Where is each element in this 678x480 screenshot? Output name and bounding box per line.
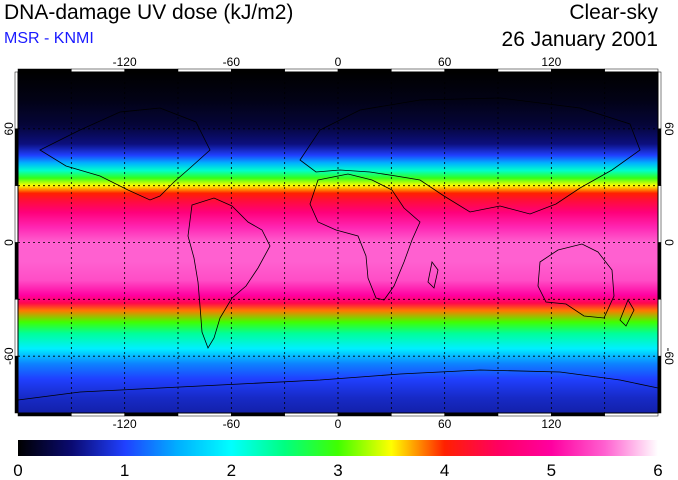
coastline-new-zealand — [619, 299, 635, 327]
lon-tick-label-top: 60 — [438, 55, 452, 69]
lat-tick-label-right: 0 — [662, 239, 676, 246]
color-scale-tick-label: 0 — [13, 461, 22, 480]
coastline-north-america — [39, 107, 211, 201]
lon-tick-label-bottom: -120 — [113, 417, 137, 431]
lat-tick-label-right: -60 — [662, 347, 676, 365]
map-title: DNA-damage UV dose (kJ/m2) — [4, 1, 294, 24]
lon-tick-label-bottom: 0 — [335, 417, 342, 431]
lon-tick-label-top: -60 — [223, 55, 241, 69]
graticule — [18, 72, 658, 413]
sky-condition-label: Clear-sky — [569, 1, 658, 24]
axis-tick-labels: -120 -120 -60 -60 0 0 60 60 120 120 60 60 0 0 -60 -60 — [2, 55, 676, 431]
lat-tick-label-left: 60 — [2, 122, 16, 136]
color-scale-labels: 0 1 2 3 4 5 6 — [13, 461, 662, 480]
color-scale-bar — [18, 440, 658, 456]
coastline-africa — [309, 173, 421, 301]
color-scale-tick-label: 2 — [227, 461, 236, 480]
lat-tick-label-right: 60 — [662, 122, 676, 136]
coastline-south-america — [187, 197, 271, 349]
source-label: MSR - KNMI — [4, 30, 94, 47]
map-border — [17, 71, 659, 414]
coastline-madagascar — [427, 261, 439, 289]
lat-tick-label-left: 0 — [2, 239, 16, 246]
coastline-eurasia — [299, 97, 641, 215]
color-scale-tick-label: 6 — [653, 461, 662, 480]
lat-tick-label-left: -60 — [2, 347, 16, 365]
map-frame — [14, 68, 662, 417]
lon-tick-label-top: 120 — [541, 55, 561, 69]
lon-tick-label-top: -120 — [113, 55, 137, 69]
lon-tick-label-bottom: 60 — [438, 417, 452, 431]
coastlines — [17, 97, 659, 401]
date-label: 26 January 2001 — [501, 28, 658, 51]
color-scale-tick-label: 3 — [333, 461, 342, 480]
color-scale-tick-label: 5 — [547, 461, 556, 480]
color-scale-tick-label: 4 — [440, 461, 449, 480]
color-scale-tick-label: 1 — [120, 461, 129, 480]
lon-tick-label-bottom: -60 — [223, 417, 241, 431]
coastline-australia — [537, 243, 615, 319]
lon-tick-label-bottom: 120 — [541, 417, 561, 431]
lon-tick-label-top: 0 — [335, 55, 342, 69]
coastline-antarctica — [17, 369, 659, 401]
